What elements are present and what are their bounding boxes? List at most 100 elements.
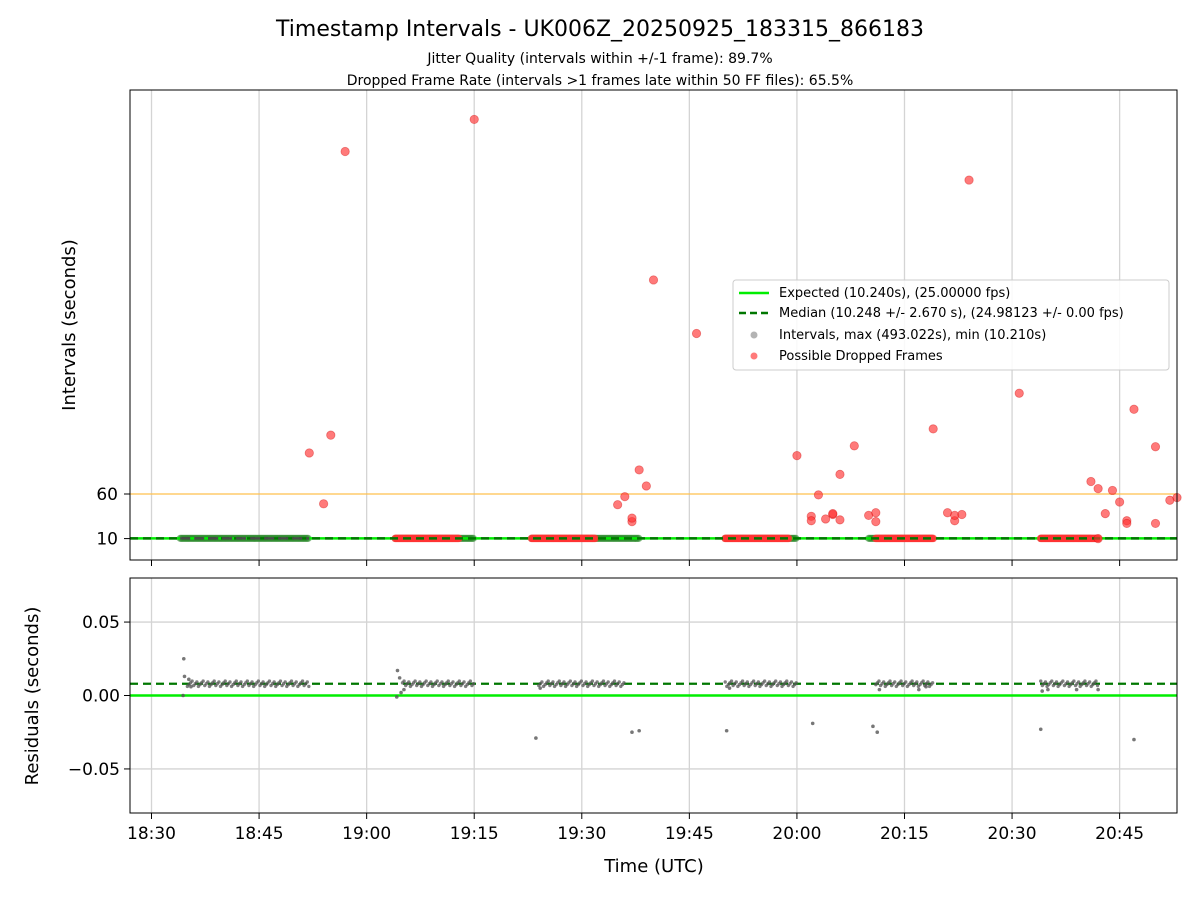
residual-point-172 xyxy=(612,679,617,683)
residual-point-315 xyxy=(810,721,815,726)
x-tick-label-2: 19:00 xyxy=(342,824,391,844)
bottom-y-tick-label-0: 0.05 xyxy=(82,613,120,633)
residual-point-34 xyxy=(239,680,243,684)
residual-point-3 xyxy=(190,679,194,683)
residual-point-322 xyxy=(1040,689,1044,693)
residual-point-218 xyxy=(785,679,789,683)
dropped-frame-point-280 xyxy=(871,517,881,527)
dropped-frame-point-291 xyxy=(1100,509,1110,519)
dropped-frame-point-285 xyxy=(957,509,967,520)
dropped-frame-point-261 xyxy=(620,492,630,502)
residual-point-126 xyxy=(540,680,544,684)
legend-swatch-dropped xyxy=(750,352,758,360)
dropped-frame-point-286 xyxy=(964,175,974,185)
residual-point-304 xyxy=(395,668,400,673)
residual-point-200 xyxy=(756,680,761,684)
residual-point-300 xyxy=(182,674,187,679)
residual-point-123 xyxy=(471,682,476,686)
dropped-frame-point-287 xyxy=(1014,388,1024,398)
legend-entry-median: Median (10.248 +/- 2.670 s), (24.98123 +… xyxy=(779,306,1124,321)
residual-point-241 xyxy=(899,679,903,683)
residual-point-168 xyxy=(606,680,610,684)
residual-point-237 xyxy=(893,680,897,684)
dropped-frame-point-264 xyxy=(634,465,644,475)
residual-point-310 xyxy=(538,686,542,690)
residual-point-175 xyxy=(617,680,621,684)
x-axis-label: Time (UTC) xyxy=(603,856,704,877)
residual-point-76 xyxy=(305,680,309,684)
residual-point-190 xyxy=(740,679,745,683)
residual-point-244 xyxy=(904,680,908,684)
residual-point-301 xyxy=(181,693,185,698)
residual-point-325 xyxy=(1096,687,1100,692)
dropped-frame-point-257 xyxy=(326,430,336,440)
dropped-frame-point-206 xyxy=(929,534,937,543)
legend: Expected (10.240s), (25.00000 fps) Media… xyxy=(732,279,1170,371)
residual-point-66 xyxy=(289,679,294,683)
residual-point-306 xyxy=(399,690,403,695)
residual-point-318 xyxy=(877,687,882,692)
residual-point-178 xyxy=(622,681,626,685)
bottom-y-tick-label-2: −0.05 xyxy=(68,760,120,780)
dropped-frame-point-268 xyxy=(792,451,802,461)
residual-point-299 xyxy=(181,656,186,661)
residual-point-227 xyxy=(877,679,881,683)
bottom-panel-plot xyxy=(130,656,1177,742)
residual-point-305 xyxy=(397,676,402,680)
chart-subtitle-line-2: Dropped Frame Rate (intervals >1 frames … xyxy=(347,73,854,89)
residual-point-308 xyxy=(402,687,406,692)
dropped-frame-point-292 xyxy=(1107,485,1118,496)
residual-point-133 xyxy=(551,680,555,684)
top-panel-axes: 10 60 xyxy=(96,485,1121,566)
residual-point-27 xyxy=(228,680,232,684)
residual-point-298 xyxy=(1095,683,1100,688)
dropped-frame-point-281 xyxy=(928,424,938,434)
residual-point-221 xyxy=(789,680,794,684)
chart-subtitle-line-1: Jitter Quality (intervals within +/-1 fr… xyxy=(426,51,772,67)
residual-point-55 xyxy=(272,680,276,684)
residual-point-261 xyxy=(930,681,935,685)
residual-point-302 xyxy=(187,677,191,682)
dropped-frame-point-298 xyxy=(1150,442,1161,452)
x-tick-label-5: 19:45 xyxy=(665,824,714,844)
dropped-frame-point-267 xyxy=(691,328,702,339)
x-tick-label-6: 20:00 xyxy=(772,824,821,844)
residual-point-317 xyxy=(875,730,880,735)
dropped-frame-point-265 xyxy=(641,481,651,491)
residual-point-311 xyxy=(630,730,634,735)
legend-entry-intervals: Intervals, max (493.022s), min (10.210s) xyxy=(779,328,1046,343)
residual-point-224 xyxy=(794,681,798,685)
residual-point-307 xyxy=(394,695,399,699)
residual-point-279 xyxy=(1065,680,1070,684)
residual-point-147 xyxy=(573,680,577,684)
dropped-frame-point-277 xyxy=(849,441,859,451)
dropped-frame-point-297 xyxy=(1150,518,1161,529)
residual-point-255 xyxy=(921,679,925,683)
bottom-y-tick-label-1: 0.00 xyxy=(82,687,120,707)
residual-point-73 xyxy=(300,679,305,683)
residual-point-319 xyxy=(917,687,921,692)
residual-point-258 xyxy=(926,680,930,684)
residual-point-293 xyxy=(1087,680,1092,684)
residual-point-69 xyxy=(294,680,298,684)
residual-point-20 xyxy=(217,680,221,684)
residual-point-31 xyxy=(234,679,238,683)
dropped-frame-point-288 xyxy=(1086,476,1096,487)
residual-point-324 xyxy=(1074,687,1079,692)
residual-point-179 xyxy=(723,680,727,684)
residual-point-290 xyxy=(1083,679,1087,683)
bottom-panel-axes: 18:30 18:45 19:00 19:15 19:30 19:45 20:00 20:15… xyxy=(68,613,1144,844)
residual-point-321 xyxy=(1038,727,1043,732)
residual-point-144 xyxy=(568,679,573,683)
residual-point-24 xyxy=(223,679,227,683)
residual-point-114 xyxy=(457,679,462,683)
residual-point-186 xyxy=(734,680,738,684)
dropped-frame-point-255 xyxy=(304,448,314,458)
residual-point-262 xyxy=(1039,679,1043,683)
residual-point-214 xyxy=(778,680,783,684)
residual-point-52 xyxy=(267,679,272,683)
x-tick-label-7: 20:15 xyxy=(880,824,929,844)
x-tick-label-3: 19:15 xyxy=(450,824,499,844)
residual-point-6 xyxy=(195,680,199,684)
